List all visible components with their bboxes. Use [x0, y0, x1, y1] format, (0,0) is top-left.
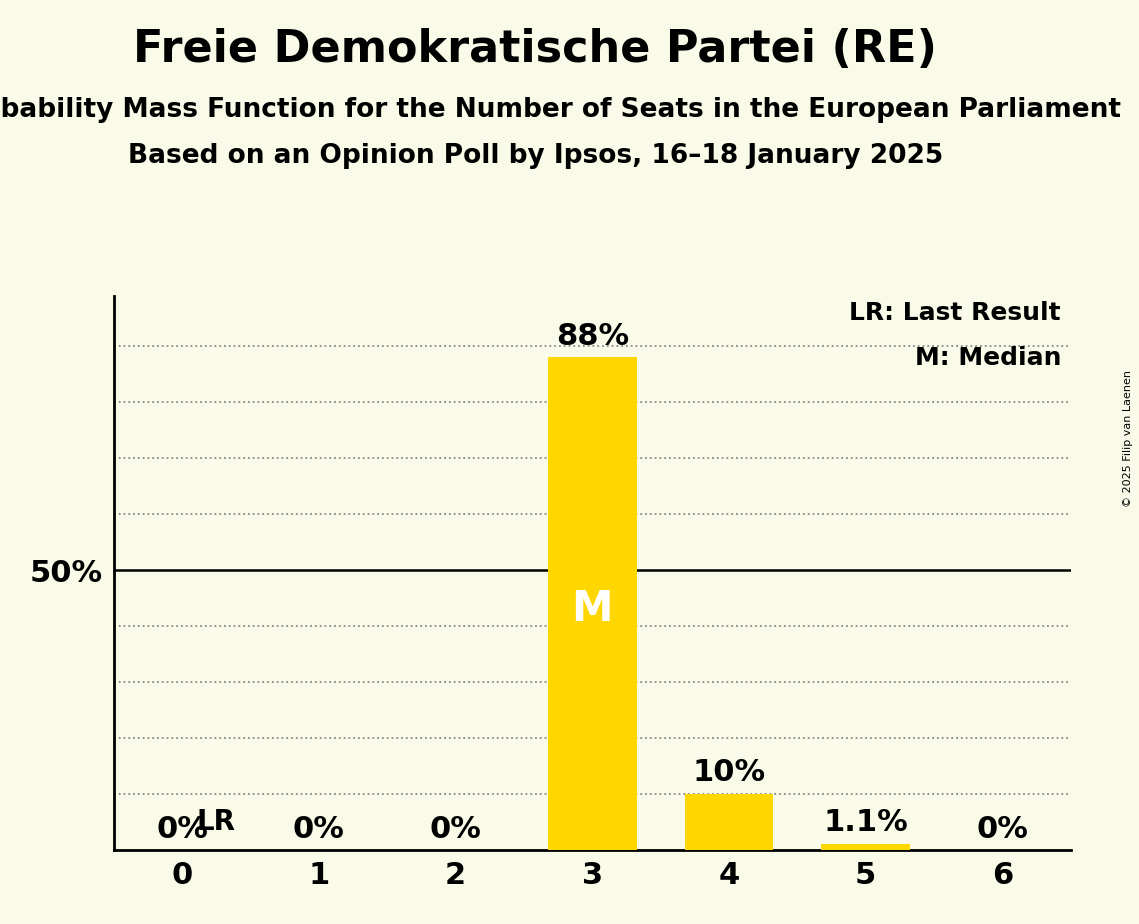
Bar: [548, 358, 637, 850]
Text: 10%: 10%: [693, 759, 765, 787]
Text: Probability Mass Function for the Number of Seats in the European Parliament: Probability Mass Function for the Number…: [0, 97, 1121, 123]
Text: 88%: 88%: [556, 322, 629, 350]
Text: © 2025 Filip van Laenen: © 2025 Filip van Laenen: [1123, 370, 1133, 506]
Text: Based on an Opinion Poll by Ipsos, 16–18 January 2025: Based on an Opinion Poll by Ipsos, 16–18…: [128, 143, 943, 169]
Text: 1.1%: 1.1%: [823, 808, 908, 837]
Text: 0%: 0%: [976, 816, 1029, 845]
Text: Freie Demokratische Partei (RE): Freie Demokratische Partei (RE): [133, 28, 937, 71]
Text: 0%: 0%: [293, 816, 345, 845]
Text: M: M: [572, 589, 613, 630]
Text: 0%: 0%: [429, 816, 482, 845]
Text: M: Median: M: Median: [915, 346, 1062, 370]
Text: LR: Last Result: LR: Last Result: [850, 301, 1062, 325]
Text: 0%: 0%: [156, 816, 208, 845]
Bar: [821, 844, 910, 850]
Bar: [685, 794, 773, 850]
Text: LR: LR: [197, 808, 236, 836]
